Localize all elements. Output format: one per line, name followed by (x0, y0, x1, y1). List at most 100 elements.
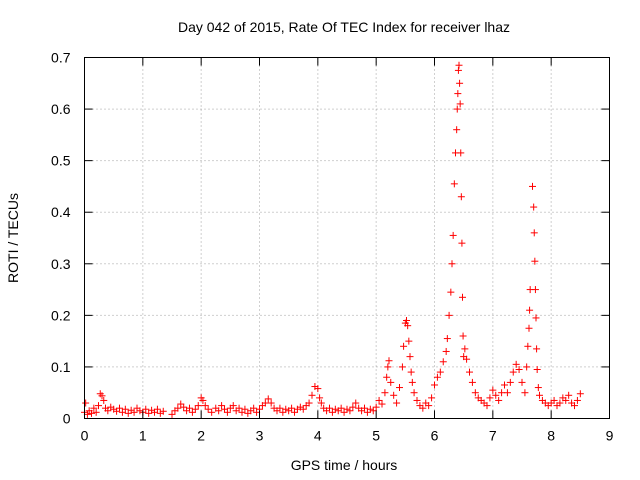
x-tick-label: 5 (372, 428, 380, 444)
data-point (291, 408, 298, 416)
data-point (525, 324, 533, 332)
data-point (459, 293, 466, 301)
tick-marks (84, 57, 610, 419)
data-point (536, 391, 543, 399)
data-point (403, 317, 410, 325)
data-point (121, 405, 129, 413)
data-point (104, 407, 112, 415)
data-point (506, 378, 514, 386)
data-point (400, 342, 408, 350)
data-point (531, 257, 539, 265)
data-point (208, 408, 216, 416)
y-tick-labels: 0 0.1 0.2 0.3 0.4 0.5 0.6 0.7 (51, 50, 71, 427)
data-point (398, 363, 406, 371)
data-point (576, 390, 584, 398)
x-tick-label: 0 (81, 428, 89, 444)
data-point (83, 410, 91, 418)
data-point (509, 368, 517, 376)
y-tick-label: 0.1 (51, 359, 71, 375)
data-point (201, 402, 209, 410)
data-point (282, 405, 290, 413)
data-point (419, 404, 427, 412)
x-tick-label: 6 (431, 428, 439, 444)
y-tick-label: 0.6 (51, 101, 71, 117)
data-point (116, 404, 123, 412)
y-tick-label: 0.7 (51, 50, 71, 66)
data-point (299, 405, 307, 413)
data-point (526, 306, 534, 314)
y-tick-label: 0.2 (51, 307, 71, 323)
y-tick-label: 0 (63, 411, 71, 427)
x-tick-label: 8 (547, 428, 555, 444)
data-point (352, 399, 360, 407)
data-point (456, 79, 464, 87)
data-point (459, 332, 467, 340)
data-point (95, 402, 102, 410)
x-tick-label: 4 (314, 428, 322, 444)
data-point (124, 409, 132, 417)
chart-title: Day 042 of 2015, Rate Of TEC Index for r… (178, 19, 510, 35)
data-point (404, 322, 412, 330)
data-point (443, 335, 451, 343)
y-tick-label: 0.4 (51, 204, 71, 220)
data-point (483, 402, 491, 410)
data-point (142, 405, 150, 413)
data-point (468, 378, 476, 386)
data-points (81, 61, 584, 418)
data-point (463, 355, 471, 363)
data-point (267, 399, 275, 407)
data-point (571, 402, 578, 410)
data-point (221, 405, 228, 413)
data-point (503, 389, 511, 397)
data-point (518, 378, 526, 386)
data-point (118, 408, 126, 416)
data-point (406, 353, 414, 361)
data-point (343, 405, 351, 413)
data-point (264, 395, 272, 403)
data-point (199, 396, 207, 404)
data-point (449, 231, 457, 239)
data-point (337, 404, 345, 412)
data-point (241, 405, 249, 413)
data-point (385, 357, 393, 365)
data-point (492, 391, 500, 399)
data-point (461, 345, 469, 353)
data-point (501, 381, 508, 389)
data-point (455, 61, 463, 69)
data-point (458, 239, 466, 247)
data-point (229, 402, 237, 410)
data-point (456, 100, 464, 108)
data-point (530, 229, 538, 237)
data-point (340, 408, 348, 416)
data-point (523, 363, 531, 371)
data-point (177, 400, 185, 408)
plot-frame (84, 57, 610, 419)
data-point (363, 408, 371, 416)
data-point (250, 404, 258, 412)
data-point (562, 396, 570, 404)
data-point (366, 405, 374, 413)
data-point (136, 407, 144, 415)
data-point (372, 403, 380, 411)
x-tick-label: 9 (606, 428, 614, 444)
data-point (204, 405, 212, 413)
data-point (218, 402, 226, 410)
y-axis-label: ROTI / TECUs (5, 193, 21, 283)
data-point (550, 396, 558, 404)
data-point (453, 126, 461, 134)
data-point (98, 392, 106, 400)
data-point (457, 149, 465, 157)
data-point (381, 389, 389, 397)
data-point (326, 404, 333, 412)
data-point (316, 394, 324, 402)
data-point (100, 396, 108, 404)
x-tick-label: 1 (139, 428, 147, 444)
data-point (188, 408, 196, 416)
data-point (383, 373, 391, 381)
data-point (151, 408, 158, 416)
data-point (174, 404, 182, 412)
data-point (288, 404, 296, 412)
data-point (471, 389, 479, 397)
data-point (408, 378, 416, 386)
data-point (215, 407, 223, 415)
